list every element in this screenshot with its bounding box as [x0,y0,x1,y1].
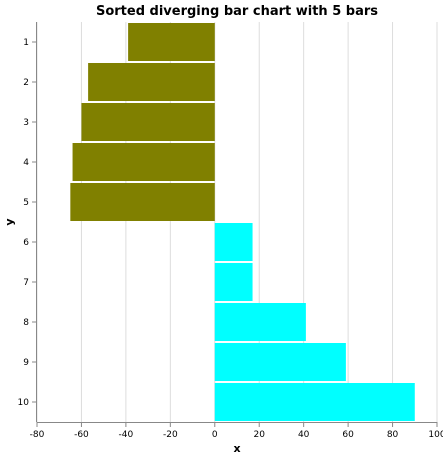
y-tick-label-5: 5 [23,198,29,208]
y-tick-label-8: 8 [23,318,29,328]
bar-2 [88,63,215,101]
chart-title: Sorted diverging bar chart with 5 bars [96,4,378,19]
x-tick-label-0: 0 [212,430,218,440]
bars [70,23,415,421]
x-tick-label--80: -80 [30,430,45,440]
y-tick-label-7: 7 [23,278,29,288]
x-axis-title: x [233,442,240,455]
y-tick-label-9: 9 [23,358,29,368]
x-tick-label--40: -40 [119,430,134,440]
bar-5 [70,183,215,221]
bar-3 [81,103,215,141]
bar-10 [214,383,415,421]
bar-4 [72,143,215,181]
y-tick-label-10: 10 [18,398,30,408]
y-tick-label-3: 3 [23,118,29,128]
x-tick-label-100: 100 [428,430,443,440]
bar-1 [128,23,215,61]
x-tick-label--60: -60 [74,430,89,440]
bar-9 [214,343,346,381]
y-tick-label-4: 4 [23,158,29,168]
axes: -80 -60 -40 -20 0 20 40 60 80 100 1 2 3 4 5 6 7 8 9 10 [18,22,443,440]
x-tick-label-40: 40 [298,430,310,440]
y-tick-label-1: 1 [23,38,29,48]
y-tick-label-6: 6 [23,238,29,248]
x-tick-label--20: -20 [163,430,178,440]
bar-6 [214,223,253,261]
bar-7 [214,263,253,301]
x-tick-label-80: 80 [387,430,399,440]
bar-8 [214,303,306,341]
x-tick-label-20: 20 [253,430,265,440]
y-axis-title: y [3,218,16,225]
y-tick-label-2: 2 [23,78,29,88]
x-tick-label-60: 60 [342,430,354,440]
